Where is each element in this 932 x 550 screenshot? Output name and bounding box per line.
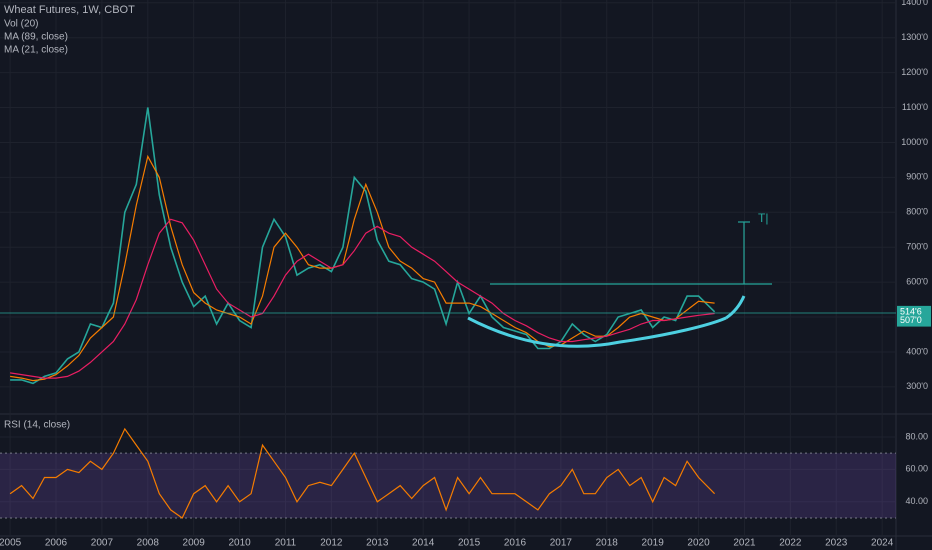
price-label-box [897,314,931,327]
series-line [9,427,716,519]
y-tick-label: 1100'0 [902,102,928,112]
x-tick-label: 2009 [183,538,206,549]
x-tick-label: 2005 [0,538,22,549]
x-tick-label: 2016 [504,538,527,549]
y-tick-label: 900'0 [906,172,928,182]
annotation: T| [758,211,768,225]
legend-entry: MA (89, close) [4,32,68,43]
series-line [10,107,716,385]
x-tick-label: 2007 [91,538,114,549]
series-line [10,154,715,382]
x-tick-label: 2010 [228,538,251,549]
y-tick-label: 1200'0 [901,67,928,77]
x-tick-label: 2014 [412,538,435,549]
rsi-band [0,453,896,518]
y-tick-label: 1400'0 [901,0,928,7]
series-line [10,218,715,379]
x-tick-label: 2012 [320,538,343,549]
x-tick-label: 2013 [366,538,389,549]
x-tick-label: 2017 [550,538,573,549]
x-tick-label: 2006 [45,538,68,549]
rsi-tick-label: 80.00 [905,431,928,441]
rsi-tick-label: 60.00 [905,464,928,474]
x-tick-label: 2022 [779,538,802,549]
grid [0,0,896,536]
y-tick-label: 1300'0 [901,32,928,42]
x-tick-label: 2015 [458,538,481,549]
price-label: 507'0 [900,315,922,325]
x-tick-label: 2023 [825,538,848,549]
cup-curve [467,295,746,348]
legend-entry: MA (21, close) [4,45,68,56]
x-tick-label: 2019 [642,538,665,549]
y-tick-label: 300'0 [906,381,928,391]
y-tick-label: 600'0 [906,276,928,286]
marks [0,107,896,519]
chart-title: Wheat Futures, 1W, CBOT [4,4,135,16]
y-tick-label: 700'0 [906,242,928,252]
x-tick-label: 2024 [871,538,894,549]
rsi-title: RSI (14, close) [4,420,70,431]
price-label: 514'6 [900,306,922,316]
y-tick-label: 800'0 [906,207,928,217]
x-tick-label: 2018 [596,538,619,549]
y-tick-label: 400'0 [906,346,928,356]
x-tick-label: 2021 [733,538,756,549]
x-tick-label: 2011 [275,538,297,549]
rsi-tick-label: 40.00 [905,496,928,506]
y-tick-label: 1000'0 [901,137,928,147]
legend-entry: Vol (20) [4,19,38,30]
x-tick-label: 2008 [137,538,160,549]
x-tick-label: 2020 [687,538,710,549]
